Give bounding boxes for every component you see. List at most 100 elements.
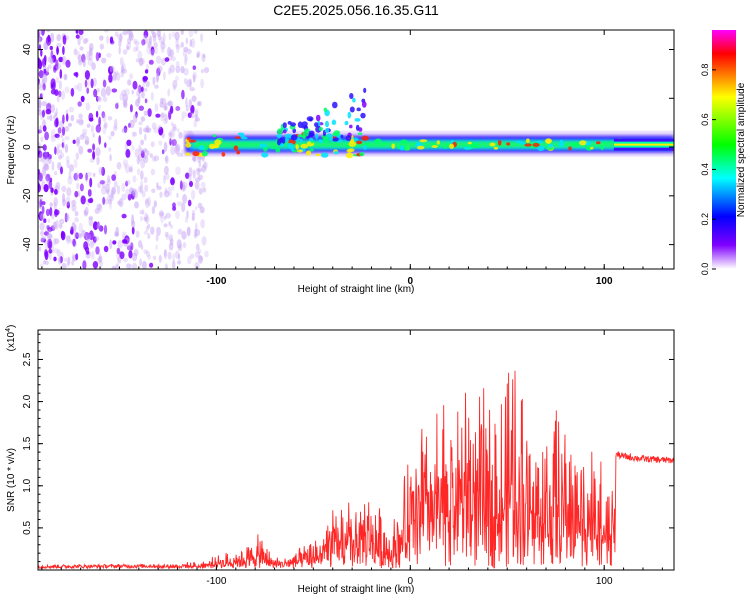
noise-dot xyxy=(50,135,56,143)
band-blob xyxy=(416,145,425,150)
noise-dot xyxy=(74,211,79,217)
noise-dot xyxy=(160,113,165,122)
band-blob xyxy=(357,132,363,135)
noise-dot xyxy=(93,88,98,98)
noise-dot xyxy=(79,183,84,192)
upper-blob xyxy=(349,93,354,99)
noise-dot xyxy=(157,125,162,130)
noise-dot xyxy=(41,205,45,215)
noise-dot xyxy=(139,210,145,215)
noise-dot xyxy=(78,34,84,40)
noise-dot xyxy=(136,86,140,92)
noise-dot xyxy=(84,206,89,216)
noise-dot xyxy=(185,37,188,45)
band-blob xyxy=(276,133,282,139)
figure-title: C2E5.2025.056.16.35.G11 xyxy=(273,2,439,18)
noise-dot xyxy=(108,135,112,141)
band-blob xyxy=(391,143,396,149)
band-blob xyxy=(187,137,191,141)
noise-dot xyxy=(162,71,166,81)
noise-dot xyxy=(54,133,60,138)
noise-dot xyxy=(98,225,104,232)
noise-dot xyxy=(189,39,193,47)
noise-dot xyxy=(132,175,137,183)
noise-dot xyxy=(75,253,79,261)
noise-dot xyxy=(127,193,132,201)
noise-dot xyxy=(193,233,198,239)
noise-dot xyxy=(189,78,192,88)
snr-xtick-label: 0 xyxy=(408,576,414,587)
noise-dot xyxy=(197,169,201,179)
band-blob xyxy=(585,143,591,146)
noise-dot xyxy=(149,153,153,159)
noise-dot xyxy=(92,221,99,231)
noise-dot xyxy=(85,233,91,242)
noise-dot xyxy=(142,76,147,83)
noise-dot xyxy=(95,110,99,118)
noise-dot xyxy=(89,240,95,249)
noise-dot xyxy=(168,131,174,137)
noise-dot xyxy=(153,41,158,49)
upper-blob xyxy=(309,117,313,122)
band-blob xyxy=(350,138,355,144)
noise-dot xyxy=(99,180,105,185)
noise-dot xyxy=(111,174,117,182)
band-blob xyxy=(506,142,511,146)
noise-dot xyxy=(109,201,112,210)
noise-dot xyxy=(138,121,143,126)
upper-blob xyxy=(299,138,303,143)
noise-dot xyxy=(163,215,167,221)
spectrogram-xtick-label: 0 xyxy=(408,276,414,287)
band-blob xyxy=(595,141,601,145)
noise-dot xyxy=(175,166,181,175)
snr-ytick-label: 1.5 xyxy=(22,436,33,450)
band-blob xyxy=(467,141,472,145)
noise-dot xyxy=(39,199,43,208)
noise-dot xyxy=(122,231,125,241)
noise-dot xyxy=(103,245,109,253)
noise-dot xyxy=(138,105,144,111)
noise-dot xyxy=(126,245,133,251)
noise-dot xyxy=(124,164,131,174)
noise-dot xyxy=(90,124,94,133)
spectrogram-marks xyxy=(38,30,674,269)
snr-frame xyxy=(37,329,675,571)
band-blob xyxy=(559,139,564,144)
noise-dot xyxy=(91,240,97,246)
band-blob xyxy=(356,140,363,145)
noise-dot xyxy=(44,239,49,250)
noise-dot xyxy=(198,101,202,107)
band-blob xyxy=(242,142,249,145)
noise-dot xyxy=(144,212,149,223)
snr-marks xyxy=(38,370,674,570)
noise-dot xyxy=(40,136,44,143)
noise-dot xyxy=(82,59,86,68)
noise-dot xyxy=(75,232,79,239)
noise-dot xyxy=(132,80,138,90)
band-blob xyxy=(300,143,309,149)
noise-dot xyxy=(171,31,176,38)
noise-dot xyxy=(87,189,92,197)
noise-dot xyxy=(144,149,148,160)
noise-dot xyxy=(176,152,183,157)
noise-dot xyxy=(95,147,101,157)
noise-dot xyxy=(49,45,53,51)
noise-dot xyxy=(47,233,53,239)
noise-dot xyxy=(68,122,72,127)
noise-dot xyxy=(183,68,189,76)
noise-dot xyxy=(102,124,107,135)
band-blob xyxy=(443,144,448,149)
noise-dot xyxy=(199,256,203,261)
noise-dot xyxy=(54,146,57,155)
noise-dot xyxy=(88,117,94,122)
noise-dot xyxy=(164,156,168,162)
band-blob xyxy=(185,142,192,148)
noise-dot xyxy=(169,64,175,73)
noise-dot xyxy=(195,251,201,259)
noise-dot xyxy=(73,229,77,240)
band-blob xyxy=(449,143,455,149)
noise-dot xyxy=(119,32,123,43)
noise-dot xyxy=(38,36,43,42)
noise-dot xyxy=(126,30,131,34)
noise-dot xyxy=(132,46,138,53)
